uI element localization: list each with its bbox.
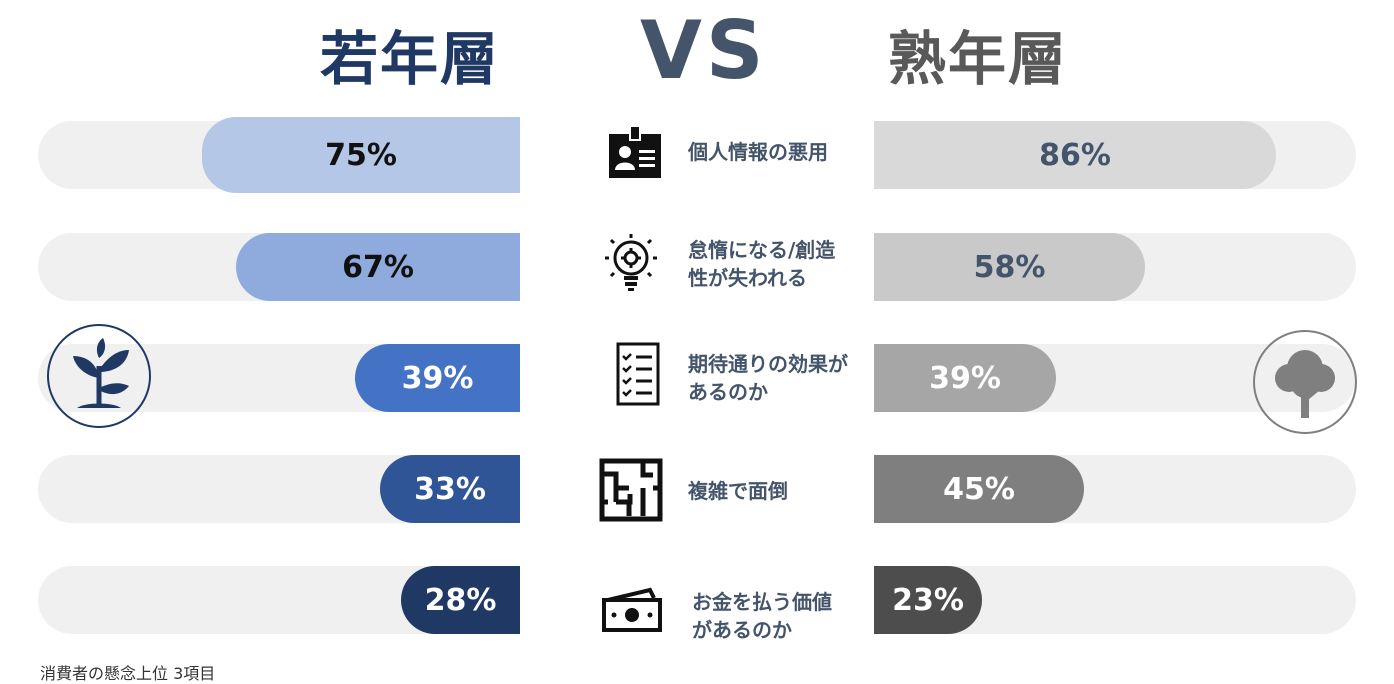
title-young: 若年層 [320, 25, 501, 93]
value-label-old: 39% [929, 360, 1001, 396]
category-label-line: あるのか [688, 380, 768, 404]
category-label-line: お金を払う価値 [692, 590, 832, 614]
value-label-young: 75% [325, 137, 397, 173]
bar-young: 67% [236, 233, 520, 301]
category-label-line: があるのか [692, 618, 792, 642]
category-label: お金を払う価値 があるのか [692, 588, 882, 644]
category-label: 個人情報の悪用 [688, 138, 878, 166]
bar-old: 58% [874, 233, 1145, 301]
category-label-line: 期待通りの効果が [688, 352, 848, 376]
bar-old: 39% [874, 344, 1056, 412]
footnote: 消費者の懸念上位 3項目 [40, 664, 216, 683]
value-label-old: 45% [943, 471, 1015, 507]
title-vs: VS [640, 4, 768, 97]
bar-young: 28% [401, 566, 520, 634]
value-label-young: 67% [342, 249, 414, 285]
value-label-old: 23% [892, 582, 964, 618]
lightbulb-gear-icon [599, 230, 663, 294]
value-label-old: 58% [973, 249, 1046, 285]
value-label-young: 28% [424, 582, 497, 618]
category-label: 期待通りの効果が あるのか [688, 350, 878, 406]
bar-old: 23% [874, 566, 982, 634]
category-label-line: 複雑で面倒 [688, 479, 788, 503]
value-label-old: 86% [1039, 137, 1111, 173]
bar-old: 45% [874, 455, 1084, 523]
bar-young: 75% [202, 117, 520, 193]
id-card-icon [603, 124, 667, 188]
category-label: 怠惰になる/創造 性が失われる [688, 236, 878, 292]
bar-young: 39% [355, 344, 520, 412]
title-old: 熟年層 [888, 25, 1069, 93]
bar-old: 86% [874, 121, 1276, 189]
category-label-line: 性が失われる [688, 266, 807, 290]
tree-icon [1253, 330, 1357, 434]
sprout-icon [47, 324, 151, 428]
category-label: 複雑で面倒 [688, 477, 878, 505]
value-label-young: 39% [401, 360, 474, 396]
category-label-line: 怠惰になる/創造 [688, 238, 836, 262]
money-icon [600, 578, 664, 642]
value-label-young: 33% [414, 471, 486, 507]
maze-icon [599, 458, 663, 522]
checklist-icon [606, 342, 670, 406]
category-label-line: 個人情報の悪用 [688, 140, 828, 164]
bar-young: 33% [380, 455, 520, 523]
